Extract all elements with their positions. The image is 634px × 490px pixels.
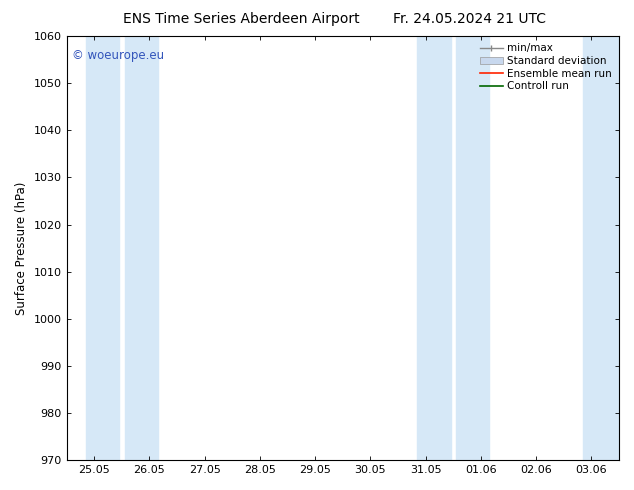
Text: ENS Time Series Aberdeen Airport: ENS Time Series Aberdeen Airport (122, 12, 359, 26)
Bar (124, 36, 158, 460)
Text: Fr. 24.05.2024 21 UTC: Fr. 24.05.2024 21 UTC (392, 12, 546, 26)
Bar (583, 36, 619, 460)
Y-axis label: Surface Pressure (hPa): Surface Pressure (hPa) (15, 181, 28, 315)
Bar (86, 36, 119, 460)
Text: © woeurope.eu: © woeurope.eu (72, 49, 164, 62)
Bar (456, 36, 489, 460)
Legend: min/max, Standard deviation, Ensemble mean run, Controll run: min/max, Standard deviation, Ensemble me… (478, 41, 614, 93)
Bar (417, 36, 451, 460)
